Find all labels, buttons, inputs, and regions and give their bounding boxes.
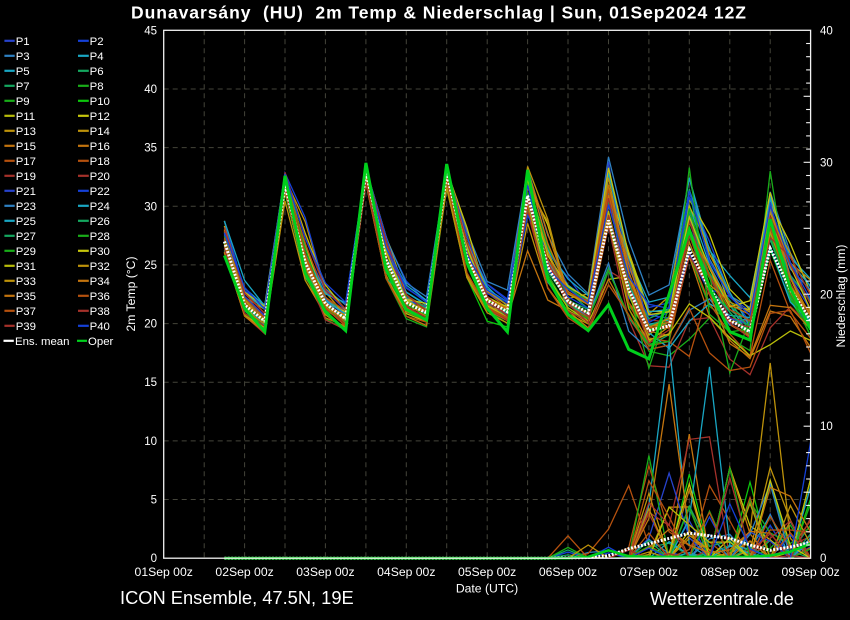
svg-text:35: 35 (144, 143, 157, 155)
svg-text:09Sep 00z: 09Sep 00z (781, 565, 839, 579)
svg-text:P18: P18 (90, 156, 110, 168)
svg-text:P22: P22 (90, 186, 110, 198)
svg-text:25: 25 (144, 260, 157, 272)
svg-text:Ens. mean: Ens. mean (15, 336, 69, 348)
svg-text:05Sep 00z: 05Sep 00z (458, 565, 516, 579)
svg-text:P25: P25 (16, 216, 36, 228)
svg-text:P15: P15 (16, 141, 36, 153)
svg-text:06Sep 00z: 06Sep 00z (539, 565, 597, 579)
svg-text:P36: P36 (90, 291, 110, 303)
svg-text:P21: P21 (16, 186, 36, 198)
svg-text:P37: P37 (16, 306, 36, 318)
svg-text:P12: P12 (90, 111, 110, 123)
svg-text:P1: P1 (16, 36, 30, 48)
svg-text:03Sep 00z: 03Sep 00z (296, 565, 354, 579)
svg-text:P23: P23 (16, 201, 36, 213)
svg-text:P13: P13 (16, 126, 36, 138)
svg-text:P35: P35 (16, 291, 36, 303)
svg-text:P32: P32 (90, 261, 110, 273)
svg-text:30: 30 (144, 201, 157, 213)
svg-text:P31: P31 (16, 261, 36, 273)
svg-text:Date (UTC): Date (UTC) (456, 582, 518, 596)
svg-text:P9: P9 (16, 96, 30, 108)
svg-text:45: 45 (144, 25, 157, 37)
svg-text:01Sep 00z: 01Sep 00z (135, 565, 193, 579)
svg-text:P16: P16 (90, 141, 110, 153)
svg-text:P40: P40 (90, 321, 110, 333)
svg-text:P38: P38 (90, 306, 110, 318)
svg-text:P30: P30 (90, 246, 110, 258)
svg-text:15: 15 (144, 377, 157, 389)
svg-text:P33: P33 (16, 276, 36, 288)
svg-text:P11: P11 (16, 111, 35, 123)
svg-text:20: 20 (144, 319, 157, 331)
svg-text:P29: P29 (16, 246, 36, 258)
svg-text:P17: P17 (16, 156, 36, 168)
svg-text:P3: P3 (16, 51, 30, 63)
svg-text:Wetterzentrale.de: Wetterzentrale.de (650, 588, 794, 609)
svg-text:30: 30 (820, 157, 833, 169)
svg-text:P20: P20 (90, 171, 110, 183)
svg-text:P14: P14 (90, 126, 110, 138)
svg-text:5: 5 (151, 495, 157, 507)
svg-text:ICON Ensemble, 47.5N, 19E: ICON Ensemble, 47.5N, 19E (120, 587, 354, 608)
svg-text:P8: P8 (90, 81, 104, 93)
svg-text:10: 10 (820, 421, 833, 433)
svg-text:P24: P24 (90, 201, 110, 213)
svg-text:P5: P5 (16, 66, 30, 78)
svg-text:20: 20 (820, 289, 833, 301)
svg-text:0: 0 (820, 553, 826, 565)
svg-text:07Sep 00z: 07Sep 00z (620, 565, 678, 579)
svg-text:Oper: Oper (88, 336, 114, 348)
svg-text:Niederschlag (mm): Niederschlag (mm) (834, 245, 848, 348)
svg-text:04Sep 00z: 04Sep 00z (377, 565, 435, 579)
svg-text:P4: P4 (90, 51, 104, 63)
svg-text:P26: P26 (90, 216, 110, 228)
svg-text:P7: P7 (16, 81, 30, 93)
svg-text:P27: P27 (16, 231, 36, 243)
svg-text:P10: P10 (90, 96, 110, 108)
svg-text:2m Temp (°C): 2m Temp (°C) (124, 256, 138, 331)
svg-text:P6: P6 (90, 66, 104, 78)
svg-text:P34: P34 (90, 276, 110, 288)
svg-text:P28: P28 (90, 231, 110, 243)
svg-text:P39: P39 (16, 321, 36, 333)
svg-text:08Sep 00z: 08Sep 00z (701, 565, 759, 579)
svg-text:Dunavarsány (HU) 2m Temp & N: Dunavarsány (HU) 2m Temp & Niederschlag … (131, 2, 747, 22)
svg-text:40: 40 (820, 25, 833, 37)
svg-text:40: 40 (144, 84, 157, 96)
svg-text:P19: P19 (16, 171, 36, 183)
svg-text:P2: P2 (90, 36, 104, 48)
svg-text:02Sep 00z: 02Sep 00z (215, 565, 273, 579)
svg-text:10: 10 (144, 436, 157, 448)
svg-text:0: 0 (151, 553, 157, 565)
